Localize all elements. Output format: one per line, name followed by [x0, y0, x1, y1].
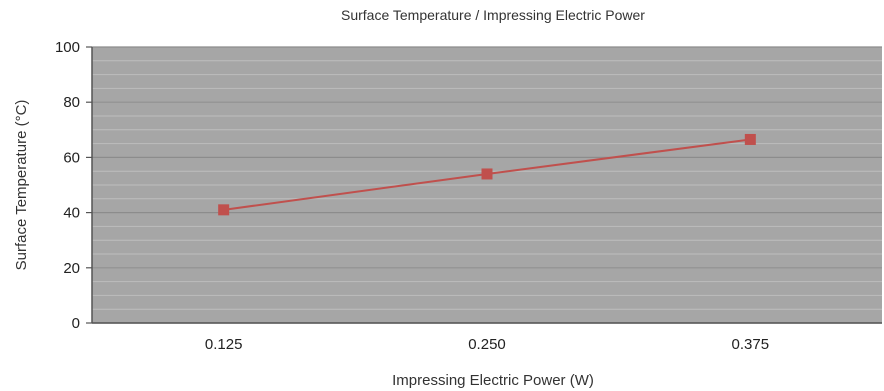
- x-tick-labels: 0.125 0.250 0.375: [205, 336, 769, 353]
- x-axis-label: Impressing Electric Power (W): [392, 372, 594, 389]
- x-tick-label: 0.125: [205, 336, 243, 353]
- y-tick-label: 100: [55, 39, 80, 56]
- y-axis-label: Surface Temperature (°C): [13, 100, 30, 271]
- x-tick-label: 0.250: [468, 336, 506, 353]
- data-point-marker: [481, 168, 493, 180]
- x-tick-label: 0.375: [732, 336, 770, 353]
- y-tick-labels: 0 20 40 60 80 100: [55, 39, 92, 332]
- grid-lines: [92, 46, 882, 324]
- y-tick-label: 60: [63, 149, 80, 166]
- y-tick-label: 80: [63, 94, 80, 111]
- axes: [91, 47, 882, 324]
- y-tick-label: 40: [63, 205, 80, 222]
- y-tick-label: 0: [72, 315, 80, 332]
- y-tick-label: 20: [63, 260, 80, 277]
- series-layer: [218, 133, 756, 216]
- chart-title: Surface Temperature / Impressing Electri…: [341, 7, 645, 23]
- data-point-marker: [744, 133, 756, 145]
- data-point-marker: [218, 204, 230, 216]
